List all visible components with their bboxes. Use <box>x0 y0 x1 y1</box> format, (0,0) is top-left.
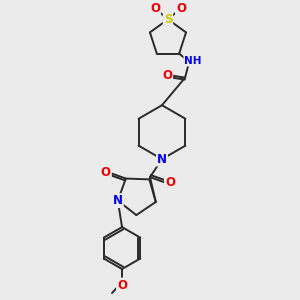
Text: O: O <box>165 176 175 189</box>
Text: O: O <box>150 2 160 15</box>
Text: NH: NH <box>184 56 202 66</box>
Text: N: N <box>113 194 123 207</box>
Text: O: O <box>101 166 111 179</box>
Text: S: S <box>164 13 172 26</box>
Text: O: O <box>117 278 127 292</box>
Text: O: O <box>176 2 186 15</box>
Text: N: N <box>157 153 167 166</box>
Text: O: O <box>162 69 172 82</box>
